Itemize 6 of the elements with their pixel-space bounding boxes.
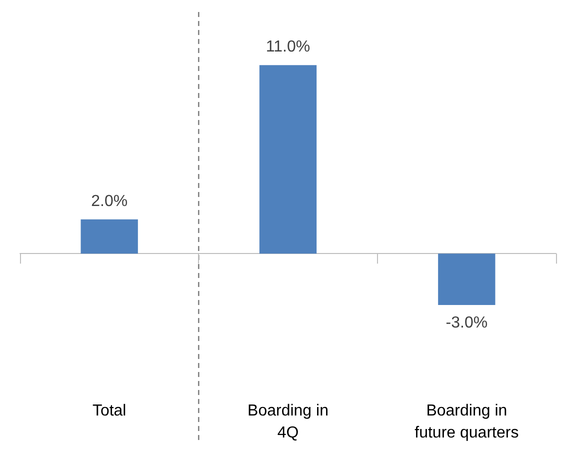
data-label: 2.0% <box>91 192 128 210</box>
x-tick-label: Boarding in future quarters <box>414 402 519 442</box>
x-tick-label: Boarding in 4Q <box>248 402 328 442</box>
x-tick-label: Total <box>92 402 126 420</box>
data-label: -3.0% <box>446 314 488 332</box>
data-label: 11.0% <box>266 38 310 56</box>
